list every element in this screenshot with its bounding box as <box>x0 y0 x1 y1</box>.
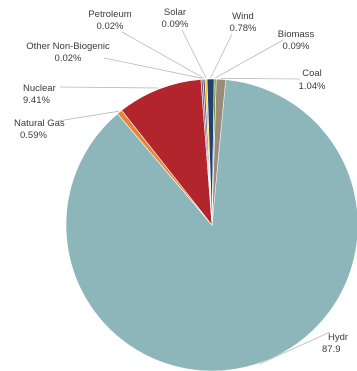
label-solar: Solar <box>164 7 186 18</box>
slice-coal <box>211 78 227 226</box>
value-natural-gas: 0.59% <box>20 130 47 141</box>
label-hydro: Hydr <box>328 332 348 343</box>
slice-nuclear <box>121 79 213 226</box>
leader-other-non-biogenic <box>103 57 202 79</box>
value-solar: 0.09% <box>162 19 189 30</box>
slice-hydro <box>65 78 357 371</box>
leader-lines <box>57 29 331 365</box>
label-other-non-biogenic: Other Non-Biogenic <box>26 41 110 52</box>
pie-slices <box>65 78 357 371</box>
label-coal: Coal <box>302 68 322 79</box>
value-coal: 1.04% <box>299 81 326 92</box>
leader-natural-gas <box>57 110 119 122</box>
label-wind: Wind <box>232 11 254 22</box>
value-wind: 0.78% <box>230 23 257 34</box>
leader-hydro <box>258 331 331 365</box>
leader-petroleum <box>121 31 205 79</box>
value-biomass: 0.09% <box>283 41 310 52</box>
leader-wind <box>210 33 233 79</box>
leader-solar <box>181 29 207 79</box>
label-nuclear: Nuclear <box>23 83 56 94</box>
label-petroleum: Petroleum <box>88 9 131 20</box>
value-petroleum: 0.02% <box>97 21 124 32</box>
value-nuclear: 9.41% <box>23 95 50 106</box>
leader-coal <box>221 77 301 80</box>
label-biomass: Biomass <box>278 29 315 40</box>
slice-labels: Petroleum 0.02% Solar 0.09% Wind 0.78% B… <box>14 7 348 355</box>
value-hydro: 87.9 <box>322 344 341 355</box>
label-natural-gas: Natural Gas <box>14 118 65 129</box>
leader-nuclear <box>59 86 159 89</box>
leader-biomass <box>215 39 284 79</box>
value-other-non-biogenic: 0.02% <box>55 53 82 64</box>
